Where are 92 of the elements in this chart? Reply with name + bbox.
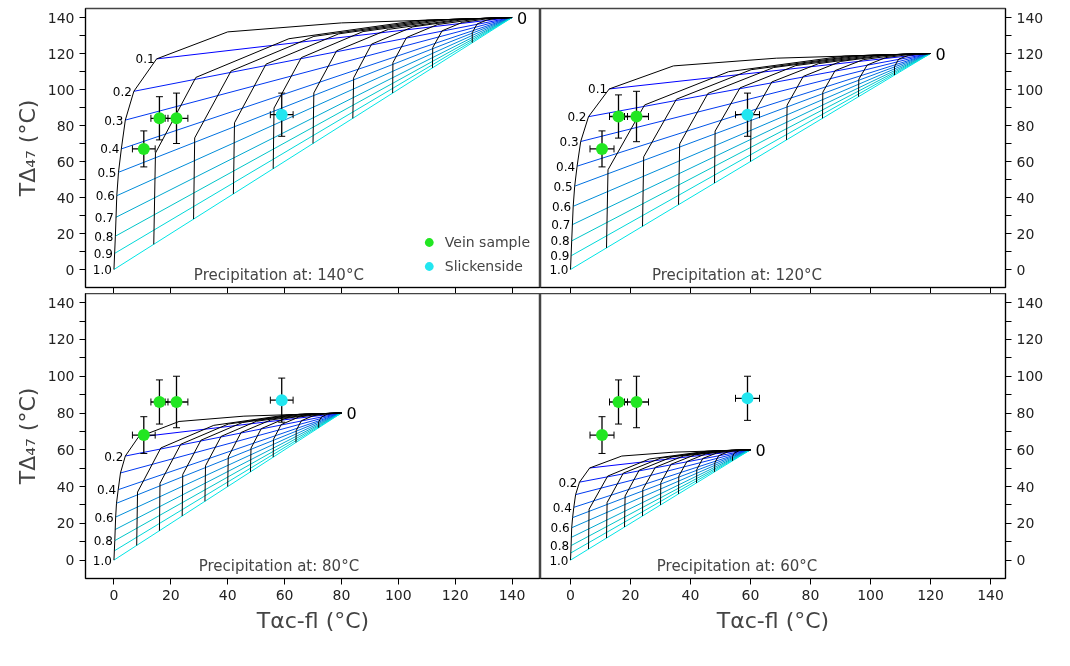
text: Precipitation at: 80°C (198, 556, 360, 575)
y-tick-label: 60 (1016, 153, 1035, 170)
series-label: 0.6 (552, 199, 572, 214)
series-label: 0.6 (94, 510, 114, 525)
series-label: 0.8 (94, 229, 114, 244)
text: Precipitation at: 60°C (656, 556, 818, 575)
x-axis-title: Tαc-fl (°C) (715, 607, 830, 633)
y-tick-label: 140 (1016, 9, 1044, 26)
x-tick-label: 60 (741, 586, 760, 603)
series-label: 0.5 (553, 179, 573, 194)
series-label: 1.0 (549, 553, 569, 568)
y-tick-label: 0 (1016, 261, 1026, 278)
legend-label: Slickenside (444, 258, 523, 274)
y-tick-label: 80 (1016, 405, 1035, 422)
series-label: 0.7 (551, 218, 571, 233)
series-label: 0.2 (112, 84, 132, 99)
y-tick-label: 80 (56, 117, 75, 134)
series-label: 0.2 (104, 449, 124, 464)
series-label: 0.4 (552, 500, 572, 515)
x-tick-label: 20 (621, 586, 640, 603)
x-axis-title: Tαc-fl (°C) (255, 607, 370, 633)
y-tick-label: 20 (56, 225, 75, 242)
series-label: 0.5 (97, 165, 117, 180)
y-tick-label: 40 (1016, 478, 1035, 495)
series-label: 0.1 (135, 52, 155, 67)
series-label: 0.2 (567, 110, 587, 125)
y-tick-label: 120 (47, 331, 75, 348)
x-tick-label: 140 (977, 586, 1004, 603)
series-label: 0.6 (550, 521, 570, 536)
y-tick-label: 0 (65, 552, 75, 569)
y-axis-title: TΔ₄₇ (°C) (14, 387, 40, 486)
y-tick-label: 140 (1016, 294, 1044, 311)
annotation: 0 (935, 44, 946, 64)
text: Precipitation at: 120°C (651, 265, 823, 284)
x-tick-label: 0 (566, 586, 575, 603)
annotation: 0 (346, 404, 357, 424)
series-label: 0.9 (550, 249, 570, 264)
x-tick-label: 40 (218, 586, 237, 603)
x-tick-label: 120 (441, 586, 469, 603)
series-label: 0.2 (558, 475, 578, 490)
series-label: 0.3 (104, 113, 124, 128)
y-tick-label: 40 (1016, 189, 1035, 206)
y-tick-label: 140 (47, 294, 75, 311)
x-tick-label: 20 (161, 586, 180, 603)
y-tick-label: 0 (1016, 552, 1026, 569)
y-tick-label: 140 (47, 9, 75, 26)
y-tick-label: 40 (56, 189, 75, 206)
x-tick-label: 60 (275, 586, 294, 603)
y-tick-label: 20 (1016, 225, 1035, 242)
annotation: 0 (755, 440, 766, 460)
y-tick-label: 40 (56, 478, 75, 495)
series-label: 0.8 (93, 534, 113, 549)
y-tick-label: 60 (56, 441, 75, 458)
series-label: 0.3 (559, 135, 579, 150)
series-label: 0.8 (550, 234, 570, 249)
x-tick-label: 40 (681, 586, 700, 603)
x-tick-label: 80 (801, 586, 820, 603)
annotation: 0 (517, 8, 528, 28)
series-label: 0.7 (94, 210, 114, 225)
x-tick-label: 140 (498, 586, 526, 603)
series-label: 0.6 (95, 189, 115, 204)
legend-label: Vein sample (444, 234, 530, 250)
y-tick-label: 120 (1016, 331, 1044, 348)
y-tick-label: 60 (56, 153, 75, 170)
series-label: 1.0 (549, 263, 569, 277)
x-tick-label: 100 (384, 586, 412, 603)
series-label: 1.0 (92, 553, 112, 568)
y-tick-label: 20 (1016, 515, 1035, 532)
series-label: 0.4 (556, 159, 576, 174)
y-tick-label: 120 (1016, 45, 1044, 62)
series-label: 0.4 (97, 483, 117, 498)
y-tick-label: 100 (47, 81, 75, 98)
x-tick-label: 0 (109, 586, 119, 603)
x-tick-label: 120 (917, 586, 944, 603)
x-tick-label: 80 (332, 586, 351, 603)
x-tick-label: 100 (857, 586, 884, 603)
series-label: 0.9 (93, 246, 113, 261)
y-axis-title: TΔ₄₇ (°C) (14, 99, 40, 198)
y-tick-label: 20 (56, 515, 75, 532)
series-label: 0.8 (550, 539, 570, 554)
y-tick-label: 100 (1016, 368, 1044, 385)
series-label: 0.1 (588, 82, 608, 97)
series-label: 1.0 (92, 263, 112, 277)
y-tick-label: 60 (1016, 441, 1035, 458)
text: Precipitation at: 140°C (193, 265, 364, 284)
y-tick-label: 0 (65, 261, 75, 278)
y-tick-label: 100 (47, 368, 75, 385)
y-tick-label: 80 (1016, 117, 1035, 134)
y-tick-label: 80 (56, 405, 75, 422)
y-tick-label: 100 (1016, 81, 1044, 98)
series-label: 0.4 (100, 142, 120, 157)
y-tick-label: 120 (47, 45, 75, 62)
